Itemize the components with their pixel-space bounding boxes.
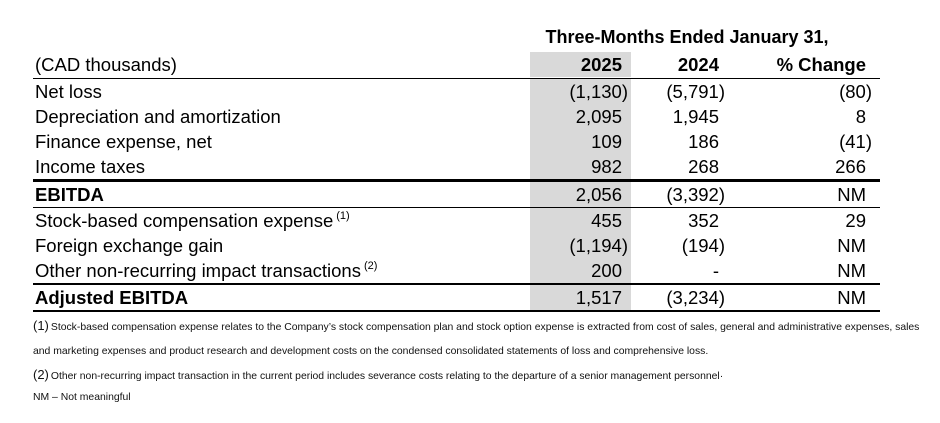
ebitda-reconciliation-table: Three-Months Ended January 31, (CAD thou… [33,26,919,405]
value-2024: (5,791) [666,81,725,102]
footnote-1-marker: (1) [33,318,49,333]
table-row-income-taxes: Income taxes 982 268 266 [33,154,880,179]
header-cad-thousands: (CAD thousands) [35,54,177,75]
row-label: Income taxes [35,156,146,177]
value-2025: 109 [530,129,631,154]
header-2025: 2025 [530,52,631,77]
row-label-text: Other non-recurring impact transactions [35,260,361,281]
value-percent-change: 29 [845,210,866,231]
table-title: Three-Months Ended January 31, [545,27,829,47]
footnote-2: (2) Other non-recurring impact transactio… [33,368,880,384]
footnote-1-line-2: and marketing expenses and product resea… [33,346,709,357]
row-label-text: Stock-based compensation expense [35,210,334,231]
value-percent-change: NM [837,184,866,205]
header-percent-change: % Change [776,54,866,75]
value-2024: (194) [681,235,725,256]
value-2025: 2,095 [530,104,631,129]
table-row-other-non-recurring: Other non-recurring impact transactions(… [33,258,880,283]
value-2025: 982 [530,154,631,179]
value-2024: 1,945 [672,106,719,127]
value-2025: 2,056 [530,182,631,207]
row-label: Stock-based compensation expense (1) [33,208,530,233]
value-2024: (3,392) [666,184,725,205]
footnote-ref-2: (2) [363,259,378,272]
value-2025: 1,517 [530,285,631,310]
table-row-net-loss: Net loss (1,130) (5,791) (80) [33,79,880,104]
value-percent-change: 8 [855,106,866,127]
row-label: Foreign exchange gain [35,235,224,256]
value-percent-change: NM [837,287,866,308]
footnote-ref-1: (1) [336,209,350,222]
row-label: EBITDA [35,184,104,205]
table-row-finance-expense: Finance expense, net 109 186 (41) [33,129,880,154]
value-2025: (1,130) [530,79,631,104]
value-2024: 186 [688,131,719,152]
value-percent-change: NM [837,260,866,281]
nm-definition-note: NM – Not meaningful [33,392,131,403]
table-row-ebitda: EBITDA 2,056 (3,392) NM [33,179,880,208]
table-header-row: (CAD thousands) 2025 2024 % Change [33,49,880,79]
footnote-1-text: Stock-based compensation expense relates… [50,322,920,333]
table-row-depreciation: Depreciation and amortization 2,095 1,94… [33,104,880,129]
value-percent-change: 266 [835,156,866,177]
value-2025: (1,194) [530,233,631,258]
value-percent-change: NM [837,235,866,256]
value-2024: (3,234) [666,287,725,308]
value-2024: 268 [688,156,719,177]
value-percent-change: (41) [839,131,872,152]
footnote-2-text: Other non-recurring impact transaction i… [50,371,724,382]
footnote-2-marker: (2) [33,367,49,382]
row-label: Net loss [35,81,102,102]
value-2025: 200 [530,258,631,283]
value-percent-change: (80) [839,81,872,102]
value-2024: 352 [688,210,719,231]
row-label: Adjusted EBITDA [35,287,189,308]
value-2025: 455 [530,208,631,233]
value-2024: - [712,260,719,281]
table-row-stock-compensation: Stock-based compensation expense (1) 455 … [33,208,880,233]
footnotes-section: (1) Stock-based compensation expense rela… [33,318,919,405]
table-row-adjusted-ebitda: Adjusted EBITDA 1,517 (3,234) NM [33,283,880,312]
row-label: Other non-recurring impact transactions(… [33,258,530,283]
row-label: Finance expense, net [35,131,212,152]
header-2024: 2024 [677,54,719,75]
row-label: Depreciation and amortization [35,106,281,127]
footnote-1-line-1: (1) Stock-based compensation expense rela… [33,318,919,335]
table-row-foreign-exchange: Foreign exchange gain (1,194) (194) NM [33,233,880,258]
